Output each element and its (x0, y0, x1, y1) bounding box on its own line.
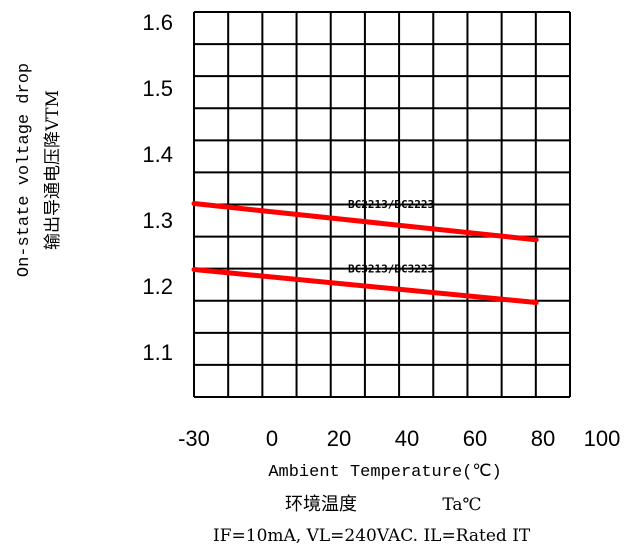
series-label: BC2213/BC2223 (348, 198, 434, 211)
x-tick-label: 0 (266, 426, 278, 451)
y-tick-label: 1.6 (142, 10, 173, 35)
x-tick-label: 20 (327, 426, 351, 451)
x-axis-label-english: Ambient Temperature(℃) (268, 463, 501, 482)
x-tick-label: 80 (531, 426, 555, 451)
y-axis-label-english: On-state voltage drop (15, 63, 34, 277)
series-line (191, 201, 539, 243)
y-tick-label: 1.1 (142, 340, 173, 365)
y-tick-label: 1.5 (142, 76, 173, 101)
x-tick-label: -30 (178, 426, 210, 451)
x-axis-unit-label: Ta℃ (442, 495, 481, 515)
series-layer: BC2213/BC2223 BC3213/BC3223 (191, 198, 539, 305)
test-condition-label: IF=10mA, VL=240VAC. IL=Rated IT (213, 526, 531, 546)
y-tick-label: 1.4 (142, 142, 173, 167)
x-tick-label: 40 (395, 426, 419, 451)
y-tick-label: 1.3 (142, 208, 173, 233)
series-line (191, 267, 539, 305)
series-label: BC3213/BC3223 (348, 262, 434, 275)
x-tick-label: 60 (463, 426, 487, 451)
y-tick-label: 1.2 (142, 274, 173, 299)
text-layer: On-state voltage drop 输出导通电压降VTM Ambient… (15, 10, 620, 546)
x-tick-label: 100 (584, 426, 621, 451)
x-axis-label-chinese: 环境温度 (285, 494, 357, 515)
y-axis-label-chinese: 输出导通电压降VTM (43, 90, 63, 250)
